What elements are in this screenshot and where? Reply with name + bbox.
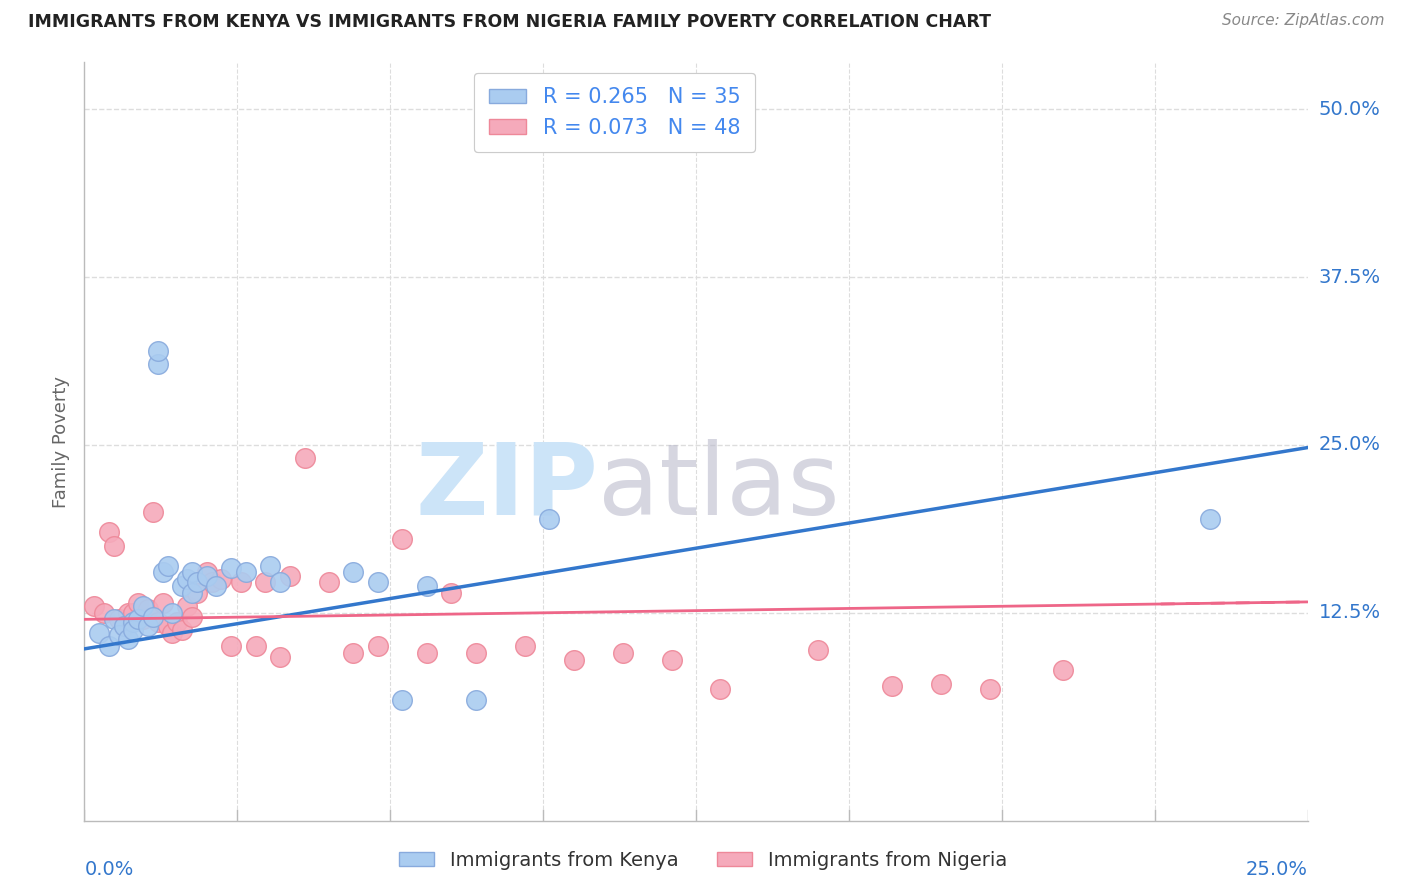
Point (146, 343, 169, 358)
Point (219, 561, 242, 575)
Point (142, 609, 165, 624)
Point (117, 606, 139, 620)
Point (1052, 664, 1074, 678)
Point (709, 682, 731, 697)
Point (229, 574, 252, 589)
Point (107, 628, 129, 642)
Point (269, 574, 291, 589)
Point (162, 606, 184, 620)
Point (464, 646, 486, 660)
Point (538, 512, 561, 526)
Point (562, 652, 585, 666)
Point (269, 649, 291, 664)
Point (136, 619, 159, 633)
Point (464, 693, 486, 707)
Point (278, 569, 301, 583)
Point (661, 652, 683, 666)
Point (318, 574, 340, 589)
Point (132, 612, 155, 626)
Point (181, 585, 204, 599)
Point (156, 619, 179, 633)
Text: 50.0%: 50.0% (1319, 100, 1381, 119)
Point (181, 609, 204, 624)
Point (342, 646, 364, 660)
Text: 37.5%: 37.5% (1319, 268, 1381, 286)
Point (83, 599, 105, 613)
Point (166, 615, 188, 629)
Point (195, 566, 218, 580)
Point (367, 574, 389, 589)
Point (122, 606, 145, 620)
Point (132, 599, 155, 613)
Point (807, 643, 830, 657)
Point (172, 579, 194, 593)
Legend: R = 0.265   N = 35, R = 0.073   N = 48: R = 0.265 N = 35, R = 0.073 N = 48 (474, 73, 755, 153)
Point (127, 612, 149, 626)
Point (152, 596, 174, 610)
Point (929, 677, 952, 691)
Legend: Immigrants from Kenya, Immigrants from Nigeria: Immigrants from Kenya, Immigrants from N… (391, 843, 1015, 878)
Text: 12.5%: 12.5% (1319, 603, 1381, 622)
Text: atlas: atlas (598, 439, 839, 535)
Point (112, 619, 135, 633)
Text: 25.0%: 25.0% (1319, 435, 1381, 454)
Point (259, 558, 281, 573)
Point (112, 619, 135, 633)
Point (103, 612, 125, 626)
Point (181, 566, 204, 580)
Y-axis label: Family Poverty: Family Poverty (52, 376, 70, 508)
Point (176, 599, 198, 613)
Point (513, 639, 536, 653)
Point (186, 574, 208, 589)
Point (103, 539, 125, 553)
Point (97, 525, 120, 540)
Point (1198, 512, 1220, 526)
Point (87, 625, 110, 640)
Point (254, 574, 277, 589)
Point (176, 572, 198, 586)
Point (200, 574, 222, 589)
Point (195, 569, 218, 583)
Text: Source: ZipAtlas.com: Source: ZipAtlas.com (1222, 13, 1385, 29)
Point (146, 357, 169, 371)
Point (416, 579, 439, 593)
Point (367, 639, 389, 653)
Text: IMMIGRANTS FROM KENYA VS IMMIGRANTS FROM NIGERIA FAMILY POVERTY CORRELATION CHAR: IMMIGRANTS FROM KENYA VS IMMIGRANTS FROM… (28, 13, 991, 31)
Point (245, 639, 267, 653)
Point (979, 682, 1001, 697)
Point (97, 639, 120, 653)
Point (152, 566, 174, 580)
Point (122, 623, 145, 637)
Point (172, 623, 194, 637)
Point (127, 596, 149, 610)
Point (219, 639, 242, 653)
Point (136, 601, 159, 615)
Point (209, 572, 232, 586)
Point (612, 646, 634, 660)
Point (880, 680, 903, 694)
Point (146, 615, 169, 629)
Point (156, 558, 179, 573)
Point (294, 451, 316, 466)
Point (391, 693, 413, 707)
Point (186, 585, 208, 599)
Point (416, 646, 439, 660)
Text: 25.0%: 25.0% (1246, 860, 1308, 879)
Text: ZIP: ZIP (415, 439, 598, 535)
Point (235, 566, 257, 580)
Point (93, 606, 115, 620)
Point (142, 505, 165, 519)
Point (440, 585, 463, 599)
Text: 0.0%: 0.0% (84, 860, 134, 879)
Point (107, 612, 129, 626)
Point (342, 566, 364, 580)
Point (122, 615, 145, 629)
Point (205, 579, 228, 593)
Point (117, 632, 139, 647)
Point (162, 625, 184, 640)
Point (391, 532, 413, 546)
